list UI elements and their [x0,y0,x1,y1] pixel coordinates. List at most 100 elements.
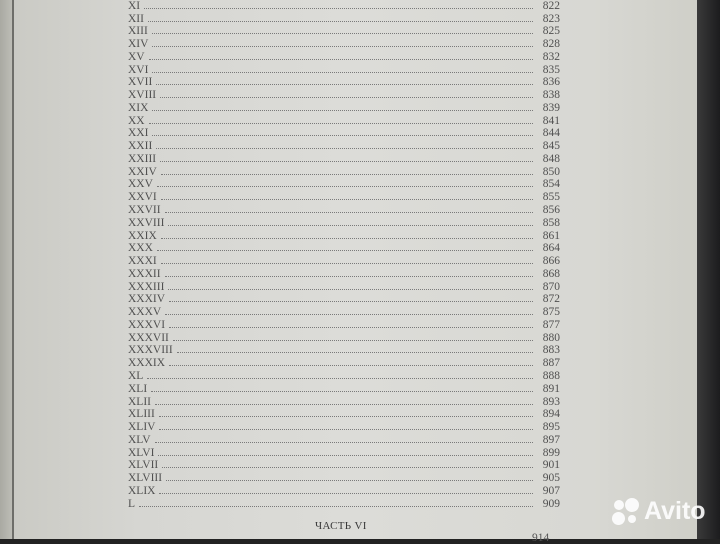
chapter-number: XLII [128,395,151,408]
dot-leader [164,212,533,214]
dot-leader [160,160,533,162]
dot-leader [159,429,533,431]
toc-entry: XXV 854 [128,178,560,191]
dot-leader [148,122,533,124]
page-number: 836 [542,76,560,89]
chapter-number: XXXIII [128,280,165,293]
avito-wordmark: Avito [644,497,706,525]
chapter-number: XVII [128,76,153,89]
toc-entry: XL 888 [128,369,560,382]
toc-entry: XXXII 868 [128,267,560,280]
dot-leader [160,237,533,239]
chapter-number: XLI [128,382,148,395]
page-number: 895 [542,421,560,434]
chapter-number: XLV [128,433,151,446]
chapter-number: XXVI [128,191,157,204]
page-number: 856 [542,204,560,217]
page-number: 861 [542,229,560,242]
dot-leader [165,314,533,316]
chapter-number: XIII [128,25,148,38]
dot-leader [158,454,533,456]
page-number: 848 [542,152,560,165]
chapter-number: XXI [128,127,149,140]
page-number: 888 [542,369,560,382]
page-number: 858 [542,216,560,229]
avito-logo-icon [612,497,640,526]
toc-entry: XLII 893 [128,395,560,408]
toc-entry: XXVIII 858 [128,216,560,229]
chapter-number: XII [128,12,144,25]
dot-leader [151,33,533,35]
toc-entry: XXIX 861 [128,229,560,242]
chapter-number: XLIII [128,408,155,421]
page-number: 872 [542,293,560,306]
toc-entry: XLV 897 [128,433,560,446]
chapter-number: XX [128,114,145,127]
dot-leader [160,97,533,99]
page-number: 891 [542,382,560,395]
page-number: 854 [542,178,560,191]
previous-page-edge [0,0,12,539]
toc-entry: XVI 835 [128,63,560,76]
toc-entry: XXI 844 [128,127,560,140]
dot-leader [169,301,533,303]
toc-entry: XX 841 [128,114,560,127]
page-number: 864 [542,242,560,255]
chapter-number: XIX [128,101,149,114]
dot-leader [148,58,533,60]
chapter-number: XV [128,50,145,63]
next-entry-page: 914 [532,532,550,544]
page-number: 894 [542,408,560,421]
dot-leader [168,288,533,290]
dot-leader [162,467,533,469]
chapter-number: XXIX [128,229,157,242]
chapter-number: XLVIII [128,472,163,485]
chapter-number: XXXIX [128,357,166,370]
chapter-number: XL [128,369,144,382]
dot-leader [147,20,533,22]
toc-entry: XXVII 856 [128,203,560,216]
page-number: 897 [542,433,560,446]
toc-entry: XXXVIII 883 [128,344,560,357]
page-number: 907 [542,484,560,497]
chapter-number: XI [128,0,141,12]
page-number: 866 [542,255,560,268]
toc-entry: XLIV 895 [128,420,560,433]
chapter-number: XXXIV [128,293,166,306]
toc-entry: XLIX 907 [128,484,560,497]
chapter-number: XLVI [128,446,155,459]
toc-entry: XXXIX 887 [128,356,560,369]
toc-entry: XVII 836 [128,76,560,89]
chapter-number: XXXII [128,267,161,280]
chapter-number: XIV [128,38,149,51]
toc-entry: XIX 839 [128,101,560,114]
dot-leader [152,71,533,73]
chapter-number: XXXV [128,306,162,319]
toc-entry: XXVI 855 [128,190,560,203]
dot-leader [156,148,533,150]
dot-leader [168,224,533,226]
dot-leader [152,46,533,48]
page-number: 838 [542,89,560,102]
page-number: 823 [542,12,560,25]
book-page: XI 822 XII 823 XIII 825 XIV 828 XV 832 XVI 835 XVII 8… [0,0,697,544]
chapter-number: XLIX [128,484,156,497]
page-number: 893 [542,395,560,408]
chapter-number: XXIV [128,165,157,178]
table-of-contents: XI 822 XII 823 XIII 825 XIV 828 XV 832 XVI 835 XVII 8… [128,0,560,510]
dot-leader [156,186,533,188]
dot-leader [144,7,533,9]
page-number: 901 [542,459,560,472]
toc-entry: XVIII 838 [128,88,560,101]
background-surface [697,0,720,539]
page-number: 875 [542,306,560,319]
page-number: 870 [542,280,560,293]
toc-entry: XLVI 899 [128,446,560,459]
toc-entry: XII 823 [128,12,560,25]
chapter-number: XXXVIII [128,344,173,357]
page-number: 825 [542,25,560,38]
dot-leader [147,377,533,379]
chapter-number: XXII [128,140,153,153]
dot-leader [155,403,533,405]
part-heading: ЧАСТЬ VI [315,520,367,532]
